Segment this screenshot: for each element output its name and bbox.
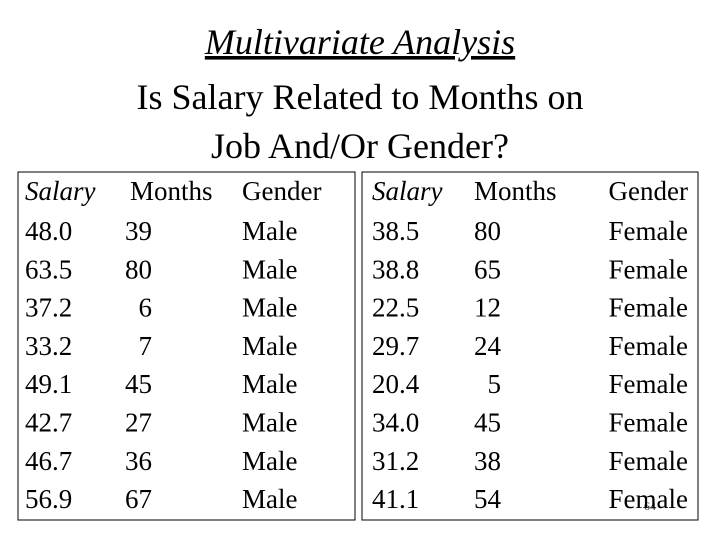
table-cell: 22.5 — [372, 293, 419, 323]
table-cell: Male — [242, 408, 297, 438]
table-cell: Female — [609, 408, 688, 438]
table-cell: 38 — [474, 446, 501, 476]
table-cell: 38.5 — [372, 216, 419, 246]
table-cell: 38.8 — [372, 254, 419, 284]
table-cell: 37.2 — [25, 293, 72, 323]
table-cell: Female — [609, 331, 688, 361]
table-cell: 5 — [488, 369, 502, 399]
column-header: Months — [474, 176, 557, 206]
column-header: Salary — [25, 176, 96, 206]
table-cell: Female — [609, 369, 688, 399]
page-number: 64 — [644, 499, 656, 513]
table-cell: 12 — [474, 293, 501, 323]
table-cell: 48.0 — [25, 216, 72, 246]
table-cell: Female — [609, 293, 688, 323]
table-cell: 45 — [474, 408, 501, 438]
table-cell: Female — [609, 254, 688, 284]
table-cell: 24 — [474, 331, 502, 361]
table-cell: Male — [242, 254, 297, 284]
column-header: Salary — [372, 176, 443, 206]
table-cell: Male — [242, 216, 297, 246]
slide-title: Multivariate Analysis — [204, 22, 515, 62]
table-border — [361, 171, 699, 521]
table-cell: 36 — [125, 446, 152, 476]
table-cell: 46.7 — [25, 446, 72, 476]
table-cell: Male — [242, 331, 297, 361]
column-header: Months — [130, 176, 213, 206]
column-header: Gender — [242, 176, 321, 206]
table-cell: Female — [609, 446, 688, 476]
table-cell: Male — [242, 446, 297, 476]
table-cell: Male — [242, 369, 297, 399]
table-cell: 67 — [125, 484, 152, 514]
table-cell: Female — [609, 484, 688, 514]
table-cell: Male — [242, 484, 297, 514]
table-cell: 39 — [125, 216, 152, 246]
table-cell: 45 — [125, 369, 152, 399]
table-cell: 27 — [125, 408, 152, 438]
subtitle-line: Job And/Or Gender? — [211, 126, 509, 166]
table-cell: 34.0 — [372, 408, 419, 438]
table-cell: 49.1 — [25, 369, 72, 399]
table-cell: 41.1 — [372, 484, 419, 514]
table-cell: Male — [242, 293, 297, 323]
column-header: Gender — [609, 176, 688, 206]
table-cell: 7 — [139, 331, 153, 361]
table-cell: 42.7 — [25, 408, 72, 438]
table-cell: 80 — [474, 216, 501, 246]
subtitle-line: Is Salary Related to Months on — [137, 77, 584, 117]
table-cell: 63.5 — [25, 254, 72, 284]
table-cell: 33.2 — [25, 331, 72, 361]
table-cell: Female — [609, 216, 688, 246]
table-cell: 20.4 — [372, 369, 420, 399]
table-cell: 80 — [125, 254, 152, 284]
table-cell: 29.7 — [372, 331, 419, 361]
table-cell: 54 — [474, 484, 502, 514]
table-border — [17, 171, 356, 521]
table-cell: 6 — [139, 293, 153, 323]
table-cell: 65 — [474, 254, 501, 284]
table-cell: 56.9 — [25, 484, 72, 514]
table-cell: 31.2 — [372, 446, 419, 476]
